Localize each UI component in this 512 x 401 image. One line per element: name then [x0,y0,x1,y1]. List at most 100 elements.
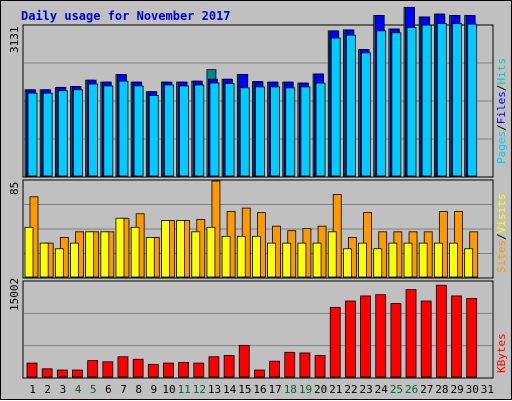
sites-bar [85,231,95,278]
kbytes-bar [56,369,68,378]
x-tick-label: 25 [390,383,403,396]
legend-hits: Hits [495,58,508,85]
kbytes-bar [329,306,341,378]
sites-bar [403,242,413,278]
sites-bar [449,242,458,278]
kbytes-bar [193,362,205,378]
pages-bar [57,90,68,177]
sites-bar [221,235,231,278]
pages-bar [42,92,53,177]
kbytes-bar [147,363,159,378]
x-tick-label: 5 [90,383,97,396]
x-tick-label: 4 [75,383,82,396]
kbytes-bar [390,303,402,378]
kbytes-bar [102,361,114,378]
x-tick-label: 9 [151,383,158,396]
pages-bar [179,85,190,177]
sites-bar [191,231,201,278]
kbytes-bar [26,362,38,378]
pages-bar [406,27,417,177]
kbytes-bar [420,300,432,378]
sites-bar [236,235,246,278]
pages-bar [27,92,38,177]
kbytes-bar [314,355,326,378]
kbytes-bar [299,352,311,378]
x-tick-label: 1 [29,383,36,396]
sites-bar [388,242,398,278]
pages-bar [361,52,371,177]
pages-bar [391,32,402,177]
sites-bar [70,242,79,278]
pages-bar [285,87,296,177]
legend-files: Files [495,91,508,124]
x-tick-label: 12 [193,383,206,396]
x-tick-label: 18 [284,383,297,396]
x-tick-label: 22 [344,383,357,396]
kbytes-bar [132,358,144,378]
kbytes-bar [435,284,447,378]
sites-bar [327,231,337,278]
x-tick-label: 28 [435,383,448,396]
pages-bar [255,86,265,177]
x-tick-label: 21 [329,383,342,396]
x-tick-label: 3 [60,383,67,396]
kbytes-bar [178,362,190,378]
pages-bar [209,82,220,177]
pages-bar [148,95,159,177]
sites-bar [161,220,170,278]
x-tick-label: 2 [44,383,51,396]
hits-legend: Pages/Files/Hits [495,58,508,164]
kbytes-bar [466,298,478,378]
sites-bar [312,242,322,278]
kbytes-bar [254,369,265,378]
sites-bar [464,248,474,278]
kbytes-bar [208,356,220,378]
x-tick-label: 31 [481,383,494,396]
kbytes-bar [375,294,387,378]
x-tick-label: 19 [299,383,312,396]
kbytes-ymax-label: 15002 [8,278,21,311]
pages-bar [133,85,144,177]
pages-bar [330,37,341,177]
legend-slash: / [495,124,508,131]
sites-bar [100,231,110,278]
x-tick-label: 23 [360,383,373,396]
legend-slash: / [495,85,508,92]
kbytes-bar [72,369,83,378]
sites-bar [39,242,49,278]
x-tick-label: 26 [405,383,418,396]
x-tick-label: 30 [466,383,479,396]
sites-bar [54,248,64,278]
pages-bar [452,23,462,177]
pages-bar [103,85,114,177]
legend-sites: Sites [495,240,508,273]
hits-ymax-label: 3131 [8,27,21,54]
x-tick-label: 16 [253,383,266,396]
x-tick-label: 24 [375,383,389,396]
kbytes-bar [41,368,53,378]
visits-legend: Sites/Visits [495,194,508,274]
pages-bar [164,84,174,177]
pages-bar [118,80,129,177]
x-tick-label: 7 [120,383,127,396]
kbytes-bar [223,355,235,378]
pages-bar [88,83,99,177]
sites-bar [252,235,261,278]
kbytes-legend: KBytes [495,333,508,373]
kbytes-bar [87,360,99,378]
x-tick-label: 15 [238,383,251,396]
sites-bar [358,242,367,278]
sites-bar [145,237,155,278]
pages-bar [376,30,387,177]
kbytes-bar [360,295,371,378]
sites-bar [115,217,125,278]
pages-bar [345,34,356,177]
sites-bar [433,242,443,278]
sites-bar [282,242,292,278]
pages-bar [224,83,235,177]
pages-bar [270,86,280,177]
x-tick-label: 20 [314,383,327,396]
x-tick-label: 10 [162,383,175,396]
x-tick-label: 27 [420,383,433,396]
